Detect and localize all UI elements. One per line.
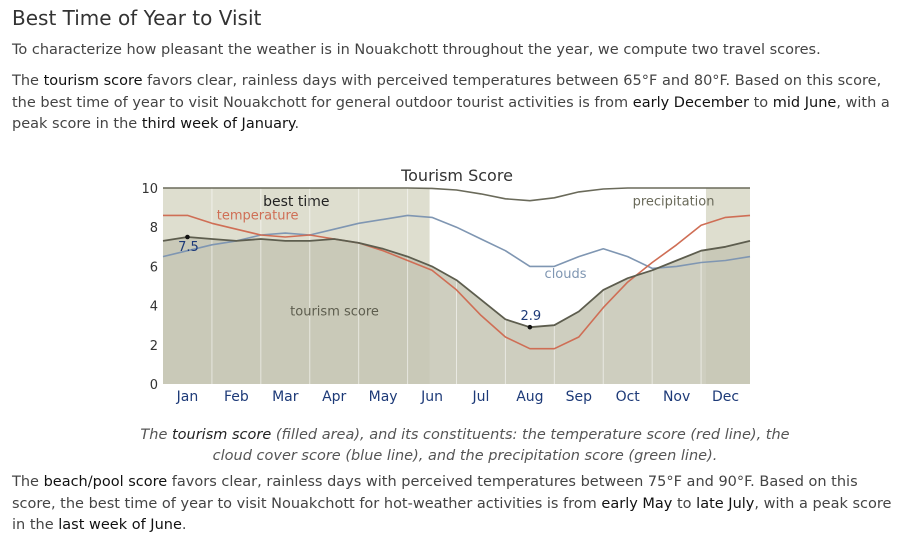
best-time-end: mid June: [772, 94, 837, 111]
text-part: (filled area), and its constituents: the…: [212, 426, 790, 464]
y-tick-label: 6: [150, 260, 158, 275]
best-time-start: early December: [632, 94, 749, 111]
y-tick-label: 0: [150, 378, 158, 393]
intro-paragraph: To characterize how pleasant the weather…: [12, 42, 821, 58]
series-label: precipitation: [633, 195, 715, 210]
text-part: The: [12, 73, 44, 89]
low-score-point: [527, 324, 533, 330]
x-tick-label: Dec: [712, 389, 739, 405]
x-tick-label: Nov: [663, 389, 690, 405]
peak-period: last week of June: [58, 517, 182, 533]
text-part: .: [181, 517, 187, 533]
tourism-score-chart: Tourism Score best time 7.5 2.9 temperatur…: [141, 166, 751, 405]
x-tick-label: Apr: [322, 389, 346, 405]
y-tick-label: 4: [150, 300, 158, 315]
peak-score-point: [185, 234, 190, 240]
x-tick-label: Jul: [472, 389, 490, 405]
text-part: The: [12, 474, 44, 490]
x-tick-label: Sep: [566, 389, 593, 405]
y-tick-label: 2: [150, 339, 158, 354]
temperature-line: [163, 214, 751, 350]
chart-caption: The tourism score (filled area), and its…: [140, 425, 790, 467]
x-tick-label: Feb: [224, 389, 249, 405]
series-label: tourism score: [290, 304, 379, 319]
text-part: favors clear, rainless days with perceiv…: [12, 73, 882, 111]
x-tick-label: Oct: [616, 389, 641, 405]
y-tick-label: 8: [150, 221, 158, 236]
best-time-end: late July: [696, 495, 755, 512]
text-part: The: [140, 426, 172, 443]
text-part: , with a peak score in the: [12, 495, 892, 534]
best-time-label: best time: [263, 194, 329, 210]
chart-title: Tourism Score: [400, 166, 513, 185]
x-tick-label: May: [369, 389, 398, 405]
tourism-score-paragraph: The tourism score favors clear, rainless…: [12, 71, 897, 136]
x-tick-label: Jan: [176, 389, 199, 405]
series-label: temperature: [217, 208, 299, 223]
text-part: to: [672, 495, 697, 512]
peak-score-label: 7.5: [178, 240, 199, 255]
section-heading: Best Time of Year to Visit: [12, 6, 262, 30]
text-part: , with a peak score in the: [12, 94, 890, 133]
caption-term: tourism score: [171, 426, 272, 443]
tourism-line: [162, 236, 751, 329]
peak-period: third week of January: [141, 116, 295, 132]
beach-score-paragraph: The beach/pool score favors clear, rainl…: [12, 472, 897, 537]
beach-score-term: beach/pool score: [43, 474, 168, 490]
x-tick-label: Aug: [516, 389, 543, 405]
text-part: favors clear, rainless days with perceiv…: [12, 474, 858, 512]
tourism-score-term: tourism score: [43, 73, 143, 89]
x-tick-label: Jun: [420, 389, 443, 405]
best-time-start: early May: [601, 495, 673, 512]
y-tick-label: 10: [141, 182, 158, 197]
low-score-label: 2.9: [521, 309, 542, 324]
x-tick-label: Mar: [272, 389, 299, 405]
text-part: .: [294, 116, 300, 132]
text-part: to: [748, 94, 773, 111]
series-label: clouds: [545, 267, 587, 282]
precipitation-line: [163, 187, 750, 202]
